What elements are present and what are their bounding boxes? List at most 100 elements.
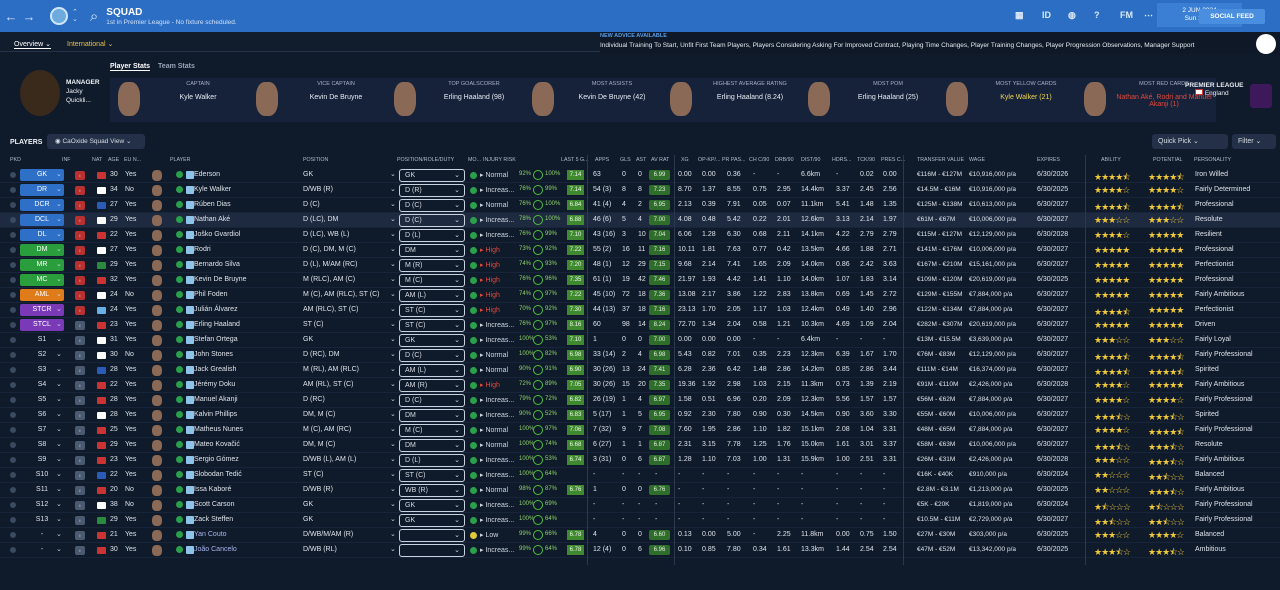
table-row[interactable]: - ⌄ i 21 Yes Yan Couto D/WB/M/AM (R) ⌄ ⌄ ▸ Low 99%… bbox=[0, 528, 1280, 543]
position-selector[interactable]: DCL bbox=[20, 214, 64, 226]
leader-card[interactable]: HIGHEST AVERAGE RATING Erling Haaland (8.… bbox=[662, 78, 802, 122]
chevron-down-icon[interactable]: ⌄ bbox=[56, 546, 62, 553]
role-duty-selector[interactable]: GK ⌄ bbox=[399, 514, 465, 527]
position-selector[interactable]: MC bbox=[20, 274, 64, 286]
chevron-down-icon[interactable]: ⌄ bbox=[56, 471, 62, 478]
column-header[interactable]: WAGE bbox=[969, 157, 985, 163]
globe-icon[interactable]: ◍ bbox=[1068, 10, 1076, 20]
pick-toggle[interactable] bbox=[10, 247, 16, 253]
table-row[interactable]: S2 ⌄ i 30 No John Stones D (RC), DM ⌄ D (C) ⌄ ▸ No… bbox=[0, 348, 1280, 363]
column-header[interactable]: LAST 5 G... bbox=[561, 157, 589, 163]
filter-button[interactable]: Filter ⌄ bbox=[1232, 134, 1276, 149]
player-name[interactable]: Julián Álvarez bbox=[194, 306, 238, 313]
column-header[interactable]: AGE bbox=[108, 157, 120, 163]
role-duty-selector[interactable]: ST (C) ⌄ bbox=[399, 469, 465, 482]
role-duty-selector[interactable]: GK ⌄ bbox=[399, 334, 465, 347]
player-name[interactable]: Sergio Gómez bbox=[194, 456, 239, 463]
player-name[interactable]: Yan Couto bbox=[194, 531, 227, 538]
pick-toggle[interactable] bbox=[10, 187, 16, 193]
tab-team-stats[interactable]: Team Stats bbox=[158, 63, 195, 70]
position-selector[interactable]: DL bbox=[20, 229, 64, 241]
fm-icon[interactable]: FM bbox=[1120, 10, 1133, 20]
player-name[interactable]: Mateo Kovačić bbox=[194, 441, 240, 448]
pick-toggle[interactable] bbox=[10, 367, 16, 373]
tab-player-stats[interactable]: Player Stats bbox=[110, 63, 151, 71]
chevron-down-icon[interactable]: ⌄ bbox=[56, 426, 62, 433]
column-header[interactable]: PR PAS... bbox=[722, 157, 746, 163]
chevron-down-icon[interactable]: ⌄ bbox=[56, 366, 62, 373]
position-selector[interactable]: DM bbox=[20, 244, 64, 256]
pick-toggle[interactable] bbox=[10, 262, 16, 268]
column-header[interactable]: MO... bbox=[468, 157, 481, 163]
grid-icon[interactable]: ▦ bbox=[1015, 10, 1024, 20]
position-selector[interactable]: STCR bbox=[20, 304, 64, 316]
table-row[interactable]: S10 ⌄ i 22 Yes Slobodan Tedić ST (C) ⌄ ST (C) ⌄ ▸ … bbox=[0, 468, 1280, 483]
position-selector[interactable]: S11 bbox=[36, 486, 48, 493]
player-name[interactable]: Rodri bbox=[194, 246, 211, 253]
player-name[interactable]: Kalvin Phillips bbox=[194, 411, 238, 418]
chevron-down-icon[interactable]: ⌄ bbox=[56, 411, 62, 418]
table-row[interactable]: S1 ⌄ i 31 Yes Stefan Ortega GK ⌄ GK ⌄ ▸ Increas...… bbox=[0, 333, 1280, 348]
id-icon[interactable]: ID bbox=[1042, 10, 1051, 20]
view-select[interactable]: ◉ CaOxide Squad View ⌄ bbox=[47, 134, 145, 149]
role-duty-selector[interactable]: ⌄ bbox=[399, 529, 465, 542]
position-selector[interactable]: - bbox=[40, 531, 44, 538]
pick-toggle[interactable] bbox=[10, 397, 16, 403]
chevron-down-icon[interactable]: ⌄ bbox=[56, 216, 62, 223]
table-row[interactable]: AML ⌄ i 24 No Phil Foden M (C), AM (RLC), ST (… bbox=[0, 288, 1280, 303]
role-duty-selector[interactable]: D (R) ⌄ bbox=[399, 184, 465, 197]
table-row[interactable]: S8 ⌄ i 29 Yes Mateo Kovačić DM, M (C) ⌄ DM ⌄ ▸ Nor… bbox=[0, 438, 1280, 453]
chevron-down-icon[interactable]: ⌄ bbox=[56, 231, 62, 238]
role-chevron-icon[interactable]: ⌄ bbox=[390, 201, 396, 208]
leader-card[interactable]: VICE CAPTAIN Kevin De Bruyne bbox=[248, 78, 388, 122]
column-header[interactable]: HDRS... bbox=[832, 157, 852, 163]
advice-banner[interactable]: NEW ADVICE AVAILABLE Individual Training… bbox=[600, 32, 1280, 54]
player-name[interactable]: João Cancelo bbox=[194, 546, 237, 553]
pick-toggle[interactable] bbox=[10, 292, 16, 298]
role-chevron-icon[interactable]: ⌄ bbox=[390, 546, 396, 553]
player-name[interactable]: Kevin De Bruyne bbox=[194, 276, 247, 283]
role-chevron-icon[interactable]: ⌄ bbox=[390, 426, 396, 433]
column-header[interactable]: POTENTIAL bbox=[1153, 157, 1183, 163]
role-duty-selector[interactable]: ST (C) ⌄ bbox=[399, 304, 465, 317]
player-name[interactable]: Jack Grealish bbox=[194, 366, 237, 373]
more-icon[interactable]: ⋯ bbox=[1144, 10, 1153, 20]
role-chevron-icon[interactable]: ⌄ bbox=[390, 276, 396, 283]
table-row[interactable]: S12 ⌄ i 38 No Scott Carson GK ⌄ GK ⌄ ▸ Increas... 1… bbox=[0, 498, 1280, 513]
role-chevron-icon[interactable]: ⌄ bbox=[390, 216, 396, 223]
role-duty-selector[interactable]: M (C) ⌄ bbox=[399, 424, 465, 437]
table-row[interactable]: MC ⌄ i 32 Yes Kevin De Bruyne M (RLC), AM (C) ⌄… bbox=[0, 273, 1280, 288]
column-header[interactable]: INJURY RISK bbox=[483, 157, 516, 163]
table-row[interactable]: S3 ⌄ i 28 Yes Jack Grealish M (RL), AM (RLC) ⌄ A… bbox=[0, 363, 1280, 378]
position-selector[interactable]: S9 bbox=[37, 456, 47, 463]
role-duty-selector[interactable]: AM (L) ⌄ bbox=[399, 364, 465, 377]
player-name[interactable]: Zack Steffen bbox=[194, 516, 234, 523]
role-duty-selector[interactable]: DM ⌄ bbox=[399, 244, 465, 257]
table-row[interactable]: STCR ⌄ i 24 Yes Julián Álvarez AM (RLC), ST (C… bbox=[0, 303, 1280, 318]
player-name[interactable]: Issa Kaboré bbox=[194, 486, 232, 493]
table-row[interactable]: MR ⌄ i 29 Yes Bernardo Silva D (L), M/AM (RC) ⌄… bbox=[0, 258, 1280, 273]
column-header[interactable]: PLAYER bbox=[170, 157, 191, 163]
pick-toggle[interactable] bbox=[10, 337, 16, 343]
column-header[interactable]: ABILITY bbox=[1101, 157, 1121, 163]
column-header[interactable]: TCK/90 bbox=[857, 157, 875, 163]
position-selector[interactable]: S13 bbox=[35, 516, 49, 523]
league-info[interactable]: PREMIER LEAGUE England bbox=[1185, 82, 1244, 97]
leader-card[interactable]: CAPTAIN Kyle Walker bbox=[110, 78, 250, 122]
table-row[interactable]: DCL ⌄ i 29 Yes Nathan Aké D (LC), DM ⌄ D (C) ⌄ ▸ I… bbox=[0, 213, 1280, 228]
chevron-down-icon[interactable]: ⌄ bbox=[56, 396, 62, 403]
column-header[interactable]: OP-KP/... bbox=[698, 157, 721, 163]
column-header[interactable]: PRES C... bbox=[881, 157, 906, 163]
pick-toggle[interactable] bbox=[10, 217, 16, 223]
chevron-down-icon[interactable]: ⌄ bbox=[56, 246, 62, 253]
chevron-down-icon[interactable]: ⌄ bbox=[56, 441, 62, 448]
table-row[interactable]: - ⌄ i 30 Yes João Cancelo D/WB (RL) ⌄ ⌄ ▸ Increas… bbox=[0, 543, 1280, 558]
chevron-down-icon[interactable]: ⌄ bbox=[56, 516, 62, 523]
role-chevron-icon[interactable]: ⌄ bbox=[390, 291, 396, 298]
chevron-down-icon[interactable]: ⌄ bbox=[56, 381, 62, 388]
table-row[interactable]: S7 ⌄ i 25 Yes Matheus Nunes M (C), AM (RC) ⌄ M (… bbox=[0, 423, 1280, 438]
pick-toggle[interactable] bbox=[10, 472, 16, 478]
chevron-down-icon[interactable]: ⌄ bbox=[56, 291, 62, 298]
role-chevron-icon[interactable]: ⌄ bbox=[390, 486, 396, 493]
role-chevron-icon[interactable]: ⌄ bbox=[390, 351, 396, 358]
